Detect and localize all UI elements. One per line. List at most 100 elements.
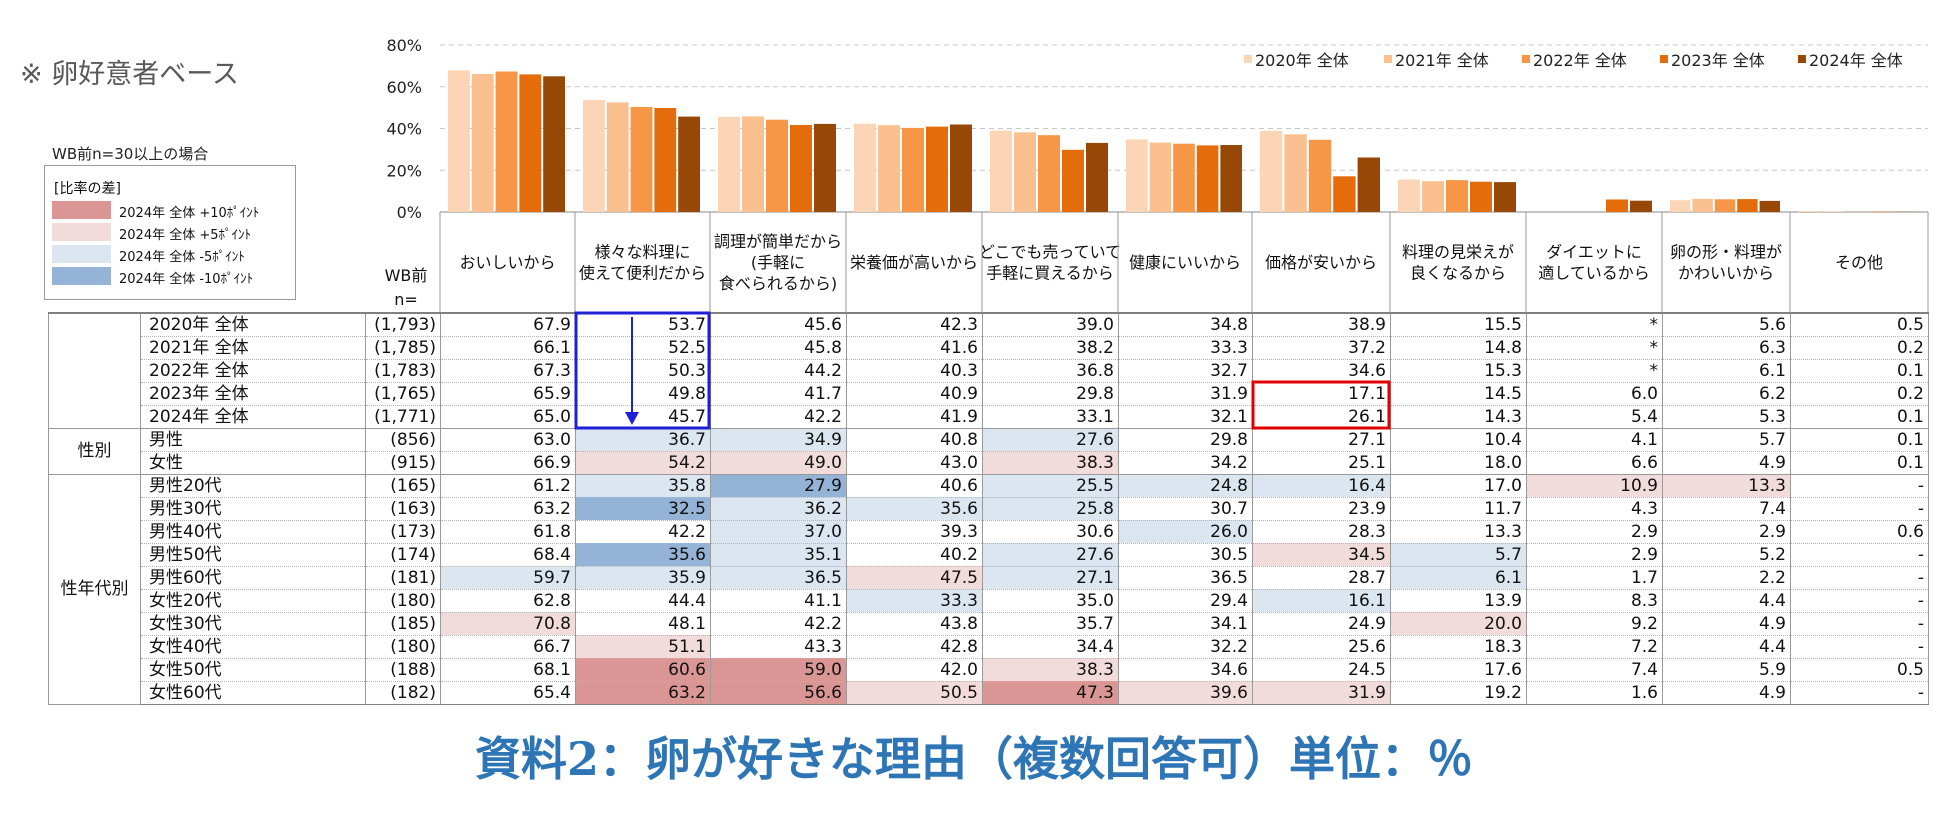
table-cell: 6.1: [1662, 359, 1791, 383]
table-cell: -: [1790, 566, 1929, 590]
legend-swatch: [52, 223, 111, 241]
table-cell: 17.0: [1390, 474, 1527, 498]
table-row: 女性 (915) 66.9 54.2 49.0 43.0 38.3 34.2 25.1 18.0 6…: [49, 451, 1929, 475]
group-label: 性年代別: [48, 474, 141, 705]
table-row: 2023年 全体 (1,765) 65.9 49.8 41.7 40.9 29.8 31.9 1…: [49, 382, 1929, 406]
table-cell: 4.4: [1662, 589, 1791, 613]
table-cell: -: [1790, 681, 1929, 705]
row-label: 男性30代: [140, 497, 366, 521]
table-cell: 27.1: [1252, 428, 1391, 452]
table-cell: 30.5: [1118, 543, 1253, 567]
table-cell: 38.2: [982, 336, 1119, 360]
row-sample-size: (188): [365, 658, 441, 682]
bar: [1446, 180, 1468, 212]
bar: [1357, 157, 1380, 212]
base-note: ※ 卵好意者ベース: [20, 59, 239, 90]
row-sample-size: (915): [365, 451, 441, 475]
table-cell: 29.8: [982, 382, 1119, 406]
table-row: 2022年 全体 (1,783) 67.3 50.3 44.2 40.3 36.8 32.7 3…: [49, 359, 1929, 383]
table-cell: -: [1790, 474, 1929, 498]
table-cell: 35.0: [982, 589, 1119, 613]
table-cell: 1.7: [1526, 566, 1663, 590]
table-row: 女性20代 (180) 62.8 44.4 41.1 33.3 35.0 29.4 16.1 13…: [49, 589, 1929, 613]
bar: [814, 123, 836, 212]
table-cell: 32.5: [575, 497, 711, 521]
table-cell: 33.3: [1118, 336, 1253, 360]
table-cell: 43.8: [846, 612, 983, 636]
table-cell: 65.4: [440, 681, 576, 705]
table-row: 男性60代 (181) 59.7 35.9 36.5 47.5 27.1 36.5 28.7 6.…: [49, 566, 1929, 590]
table-cell: 5.3: [1662, 405, 1791, 429]
table-cell: 40.8: [846, 428, 983, 452]
series-legend-item: 2020年 全体: [1244, 51, 1349, 70]
row-sample-size: (1,793): [365, 312, 441, 337]
row-sample-size: (163): [365, 497, 441, 521]
bar: [495, 71, 518, 212]
table-cell: 28.3: [1252, 520, 1391, 544]
table-cell: 60.6: [575, 658, 711, 682]
table-cell: 44.4: [575, 589, 711, 613]
table-cell: 2.9: [1526, 543, 1663, 567]
table-cell: 16.4: [1252, 474, 1391, 498]
table-cell: 34.9: [710, 428, 847, 452]
difference-legend: [比率の差] 2024年 全体 +10ﾎﾟｲﾝﾄ 2024年 全体 +5ﾎﾟｲﾝ…: [44, 165, 296, 300]
table-cell: -: [1790, 589, 1929, 613]
row-label: 男性: [140, 428, 366, 452]
bar: [1398, 179, 1420, 212]
table-cell: 36.5: [1118, 566, 1253, 590]
bar: [766, 119, 788, 212]
bar: [1062, 149, 1084, 212]
table-cell: 35.7: [982, 612, 1119, 636]
series-legend-swatch: [1660, 55, 1668, 63]
series-legend-item: 2022年 全体: [1522, 51, 1627, 70]
table-cell: 15.5: [1390, 312, 1527, 337]
table-cell: 42.3: [846, 312, 983, 337]
bar: [471, 74, 494, 212]
row-sample-size: (856): [365, 428, 441, 452]
table-cell: 0.1: [1790, 428, 1929, 452]
row-sample-size: (1,785): [365, 336, 441, 360]
table-cell: 34.2: [1118, 451, 1253, 475]
table-cell: 18.0: [1390, 451, 1527, 475]
table-cell: 56.6: [710, 681, 847, 705]
table-row: 女性60代 (182) 65.4 63.2 56.6 50.5 47.3 39.6 31.9 19…: [49, 681, 1929, 705]
y-tick-label: 20%: [386, 161, 422, 180]
bar: [1308, 139, 1332, 212]
table-cell: 63.2: [575, 681, 711, 705]
bar: [1422, 181, 1444, 212]
row-label: 男性20代: [140, 474, 366, 498]
table-cell: 45.6: [710, 312, 847, 337]
series-legend-label: 2023年 全体: [1671, 51, 1765, 70]
data-table: 2020年 全体 (1,793) 67.9 53.7 45.6 42.3 39.0 34.8 3…: [48, 312, 1929, 705]
row-label: 女性: [140, 451, 366, 475]
highlight-box-red: [1251, 380, 1391, 430]
table-cell: 41.6: [846, 336, 983, 360]
table-cell: 37.0: [710, 520, 847, 544]
table-cell: 32.1: [1118, 405, 1253, 429]
x-category-label: どこでも売っていて手軽に買えるから: [979, 243, 1121, 283]
bar: [1714, 199, 1736, 212]
table-cell: 31.9: [1118, 382, 1253, 406]
row-sample-size: (1,783): [365, 359, 441, 383]
table-cell: 39.6: [1118, 681, 1253, 705]
table-cell: -: [1790, 543, 1929, 567]
bar: [1260, 130, 1283, 212]
row-sample-size: (1,771): [365, 405, 441, 429]
row-label: 2023年 全体: [140, 382, 366, 406]
table-row: 2024年 全体 (1,771) 65.0 45.7 42.2 41.9 33.1 32.1 2…: [49, 405, 1929, 429]
legend-label: 2024年 全体 -5ﾎﾟｲﾝﾄ: [119, 250, 245, 265]
table-cell: 10.9: [1526, 474, 1663, 498]
bar: [519, 74, 542, 213]
table-cell: 63.2: [440, 497, 576, 521]
down-arrow-icon: [625, 412, 639, 425]
table-cell: 66.7: [440, 635, 576, 659]
table-cell: 14.8: [1390, 336, 1527, 360]
series-legend-label: 2024年 全体: [1809, 51, 1903, 70]
bar: [1692, 198, 1713, 212]
row-label: 女性40代: [140, 635, 366, 659]
legend-swatch: [52, 267, 111, 285]
bar: [543, 76, 565, 212]
series-legend-label: 2022年 全体: [1533, 51, 1627, 70]
bar: [1173, 143, 1195, 212]
bar: [1494, 182, 1516, 212]
